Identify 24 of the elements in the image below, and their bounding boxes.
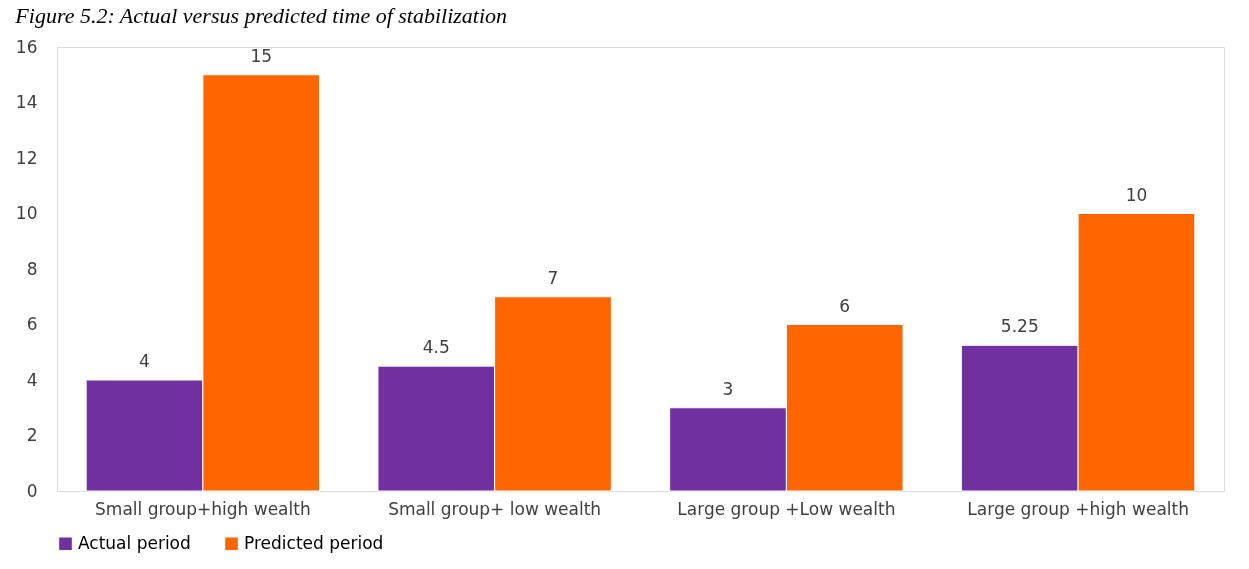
y-tick-label: 14 (15, 92, 38, 112)
x-tick-label: Small group+ low wealth (388, 498, 602, 519)
y-tick-label: 12 (15, 147, 38, 168)
data-label: 4.5 (422, 337, 450, 358)
data-label: 6 (839, 295, 851, 316)
x-tick-label: Large group +high wealth (967, 498, 1189, 519)
data-label: 5.25 (1000, 316, 1039, 337)
legend-label: Actual period (78, 532, 191, 553)
y-tick-label: 4 (26, 369, 38, 390)
y-tick-label: 16 (15, 36, 38, 57)
y-tick-label: 6 (26, 314, 38, 334)
x-tick-label: Small group+high wealth (95, 498, 311, 519)
data-label: 10 (1125, 184, 1148, 205)
data-label: 7 (547, 267, 559, 288)
chart-title: Figure 5.2: Actual versus predicted time of stabilization (14, 3, 508, 28)
x-tick-label: Large group +Low wealth (677, 498, 896, 519)
y-tick-label: 0 (26, 480, 38, 501)
legend-label: Predicted period (244, 532, 384, 553)
y-tick-label: 2 (26, 425, 38, 445)
data-label: 4 (139, 351, 150, 371)
data-label: 15 (250, 45, 273, 66)
y-tick-label: 8 (26, 258, 38, 279)
y-tick-label: 10 (15, 203, 38, 223)
data-label: 3 (722, 378, 734, 399)
